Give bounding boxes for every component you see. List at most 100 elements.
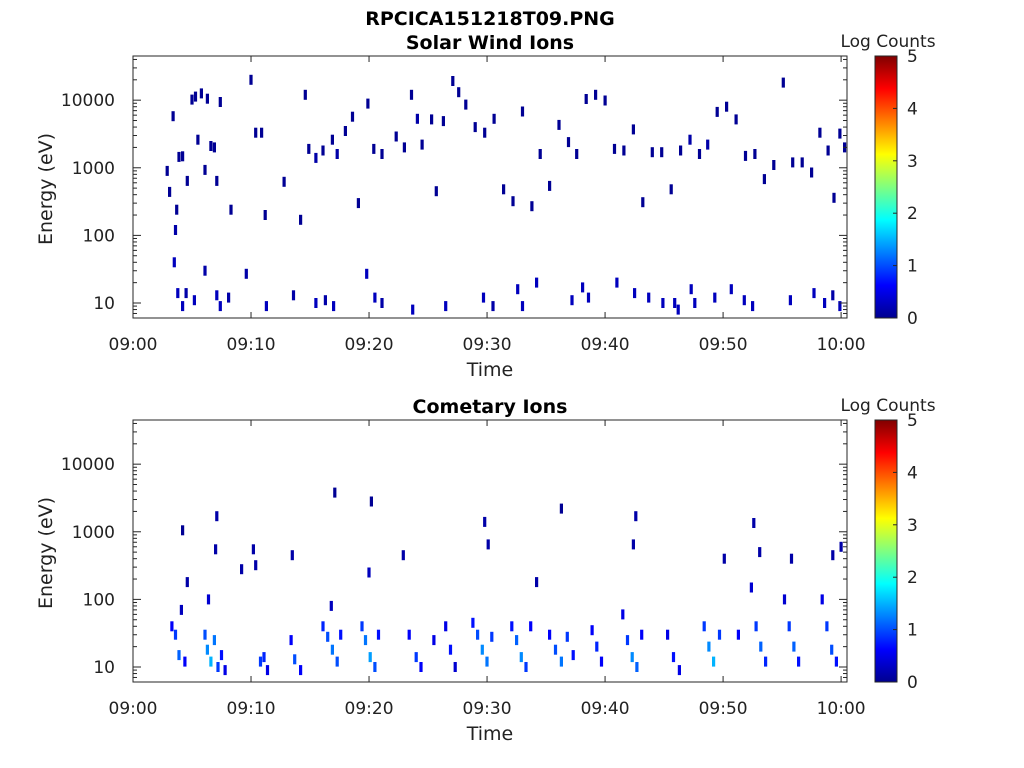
heatmap-cell	[329, 600, 333, 611]
heatmap-cell	[810, 167, 814, 178]
heatmap-cell	[831, 290, 835, 301]
heatmap-cell	[411, 304, 415, 315]
heatmap-cell	[762, 174, 766, 185]
heatmap-cell	[457, 87, 461, 98]
heatmap-cell	[486, 539, 490, 550]
heatmap-cell	[229, 204, 233, 215]
heatmap-cell	[535, 277, 539, 288]
heatmap-cell	[615, 277, 619, 288]
heatmap-cell	[481, 292, 486, 303]
heatmap-cell	[538, 149, 542, 159]
heatmap-cell	[205, 644, 209, 655]
heatmap-cell	[335, 656, 339, 667]
colorbar-tick-label: 3	[907, 516, 918, 536]
heatmap-cell	[650, 147, 654, 158]
heatmap-cell	[641, 197, 645, 208]
y-axis: 10 100 1000 10000	[61, 58, 847, 319]
heatmap-cell	[510, 621, 514, 632]
plot-frame	[132, 55, 848, 319]
heatmap-cell	[669, 184, 673, 195]
heatmap-cell	[679, 145, 683, 156]
heatmap-cell	[519, 652, 523, 663]
heatmap-cell	[185, 175, 189, 186]
heatmap-cell	[566, 137, 571, 148]
heatmap-cell	[314, 298, 318, 308]
heatmap-cell	[671, 652, 676, 663]
heatmap-cell	[749, 582, 753, 593]
heatmap-cell	[240, 564, 244, 575]
cometary-panel: Cometary Ions 09:00 09:10 09:20 09:30 09:40 0…	[35, 396, 936, 745]
heatmap-cell	[193, 91, 198, 102]
heatmap-cell	[420, 139, 424, 150]
heatmap-cell	[177, 650, 181, 661]
heatmap-cell	[722, 553, 726, 564]
heatmap-cell	[571, 650, 575, 661]
heatmap-cell	[586, 292, 591, 303]
x-tick-label: 09:20	[345, 335, 394, 355]
heatmap-cell	[168, 186, 172, 197]
colorbar-label: Log Counts	[840, 32, 935, 52]
colorbar-tick-label: 2	[907, 204, 918, 224]
heatmap-cell	[697, 149, 702, 159]
heatmap-cell	[215, 290, 219, 301]
heatmap-cell	[515, 635, 519, 646]
heatmap-cell	[548, 180, 552, 191]
heatmap-cell	[244, 268, 248, 279]
heatmap-cell	[725, 101, 729, 112]
heatmap-cell	[175, 204, 179, 215]
heatmap-cell	[185, 577, 189, 588]
heatmap-cell	[491, 301, 495, 312]
heatmap-cell	[753, 149, 757, 159]
heatmap-cell	[264, 301, 268, 312]
y-tick-label: 100	[83, 590, 115, 610]
heatmap-cell	[530, 201, 534, 212]
heatmap-cell	[373, 662, 377, 672]
heatmap-cell	[251, 544, 255, 555]
heatmap-cell	[781, 77, 785, 88]
y-axis-label: Energy (eV)	[35, 133, 57, 245]
heatmap-cell	[366, 98, 370, 109]
x-axis-label: Time	[466, 359, 514, 381]
heatmap-cell	[215, 175, 219, 186]
heatmap-cell	[800, 157, 804, 168]
heatmap-cell	[736, 629, 740, 640]
y-tick-label: 1000	[72, 523, 115, 543]
heatmap-cell	[321, 621, 325, 632]
heatmap-cell	[263, 210, 267, 220]
heatmap-cell	[520, 106, 525, 117]
colorbar-tick-label: 3	[907, 152, 918, 172]
heatmap-cell	[330, 134, 334, 145]
heatmap-cell	[441, 116, 445, 127]
heatmap-cell	[834, 656, 838, 667]
heatmap-cell	[717, 629, 722, 640]
heatmap-cell	[752, 518, 756, 528]
heatmap-cell	[254, 127, 258, 138]
heatmap-cell	[293, 654, 297, 665]
heatmap-cell	[502, 184, 506, 195]
heatmap-cell	[830, 644, 834, 655]
heatmap-cell	[812, 288, 816, 299]
heatmap-cell	[216, 662, 220, 672]
heatmap-cell	[631, 124, 635, 135]
x-tick-label: 10:00	[817, 699, 866, 719]
heatmap-cell	[165, 165, 169, 176]
heatmap-cell	[702, 621, 706, 632]
heatmap-cell	[401, 550, 405, 561]
heatmap-cell	[584, 94, 588, 104]
heatmap-cell	[520, 301, 525, 312]
heatmap-cell	[289, 635, 293, 646]
heatmap-cell	[372, 143, 376, 154]
heatmap-cell	[634, 511, 638, 522]
heatmap-cell	[492, 113, 496, 124]
heatmap-cell	[688, 134, 692, 145]
heatmap-cell	[335, 149, 339, 159]
heatmap-cell	[209, 141, 213, 151]
heatmap-cell	[713, 292, 717, 303]
heatmap-cell	[249, 74, 253, 85]
heatmap-cell	[791, 157, 795, 168]
heatmap-cell	[590, 625, 594, 636]
heatmap-cell	[176, 288, 180, 299]
heatmap-cell	[333, 487, 337, 498]
heatmap-cell	[172, 257, 176, 268]
